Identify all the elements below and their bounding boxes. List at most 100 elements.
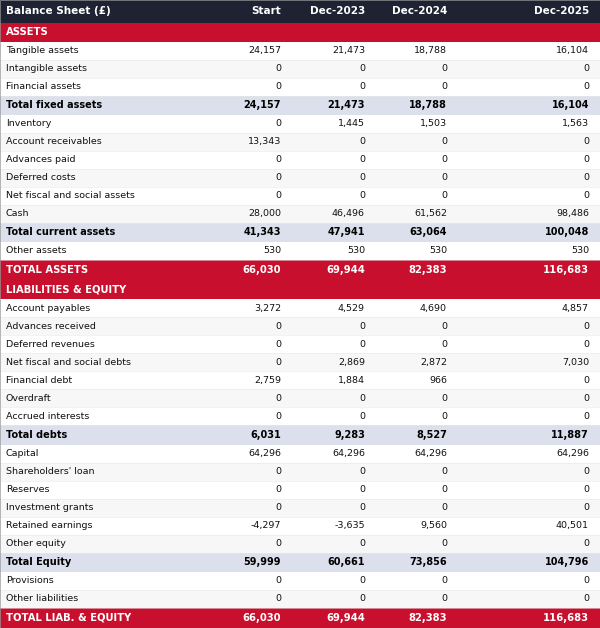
Text: Other assets: Other assets [6, 246, 67, 256]
Text: 100,048: 100,048 [545, 227, 589, 237]
Bar [0, 78, 600, 95]
Text: 0: 0 [583, 539, 589, 548]
Bar [0, 115, 600, 133]
Text: 0: 0 [359, 340, 365, 349]
Text: 3,272: 3,272 [254, 304, 281, 313]
Text: 0: 0 [441, 485, 447, 494]
Text: 0: 0 [275, 322, 281, 331]
Text: 116,683: 116,683 [543, 613, 589, 623]
Text: 0: 0 [583, 82, 589, 91]
Bar [0, 553, 600, 571]
Text: 0: 0 [359, 594, 365, 604]
Text: LIABILITIES & EQUITY: LIABILITIES & EQUITY [6, 285, 126, 295]
Text: 46,496: 46,496 [332, 209, 365, 219]
Text: Investment grants: Investment grants [6, 503, 94, 512]
Text: 69,944: 69,944 [326, 265, 365, 275]
Text: 40,501: 40,501 [556, 521, 589, 530]
Text: 0: 0 [441, 467, 447, 476]
Text: 0: 0 [275, 539, 281, 548]
Text: 2,759: 2,759 [254, 376, 281, 385]
Text: -3,635: -3,635 [334, 521, 365, 530]
Text: Total Equity: Total Equity [6, 557, 71, 567]
Text: 0: 0 [275, 64, 281, 73]
Text: 0: 0 [275, 155, 281, 165]
Text: 0: 0 [583, 412, 589, 421]
Bar [0, 151, 600, 169]
Text: 0: 0 [359, 503, 365, 512]
Text: 0: 0 [275, 173, 281, 182]
Text: Shareholders' loan: Shareholders' loan [6, 467, 95, 476]
Text: 0: 0 [275, 412, 281, 421]
Text: 18,788: 18,788 [409, 100, 447, 111]
Bar [0, 408, 600, 425]
Text: 41,343: 41,343 [244, 227, 281, 237]
Bar [0, 571, 600, 590]
Text: 59,999: 59,999 [244, 557, 281, 567]
Text: Reserves: Reserves [6, 485, 49, 494]
Text: Balance Sheet (£): Balance Sheet (£) [6, 6, 111, 16]
Text: 82,383: 82,383 [409, 265, 447, 275]
Bar [0, 0, 600, 23]
Text: 4,690: 4,690 [420, 304, 447, 313]
Text: 16,104: 16,104 [551, 100, 589, 111]
Text: 0: 0 [359, 412, 365, 421]
Text: Net fiscal and social assets: Net fiscal and social assets [6, 192, 135, 200]
Text: 0: 0 [441, 594, 447, 604]
Text: 0: 0 [359, 577, 365, 585]
Text: Other liabilities: Other liabilities [6, 594, 78, 604]
Bar [0, 260, 600, 280]
Bar [0, 133, 600, 151]
Text: 9,283: 9,283 [334, 430, 365, 440]
Text: 0: 0 [441, 192, 447, 200]
Text: 530: 530 [429, 246, 447, 256]
Text: Total fixed assets: Total fixed assets [6, 100, 102, 111]
Bar [0, 60, 600, 78]
Text: 0: 0 [441, 503, 447, 512]
Bar [0, 317, 600, 335]
Text: Other equity: Other equity [6, 539, 66, 548]
Text: Start: Start [251, 6, 281, 16]
Bar [0, 425, 600, 445]
Text: 16,104: 16,104 [556, 46, 589, 55]
Text: 0: 0 [359, 322, 365, 331]
Text: Retained earnings: Retained earnings [6, 521, 92, 530]
Text: 0: 0 [583, 485, 589, 494]
Text: 1,884: 1,884 [338, 376, 365, 385]
Text: 47,941: 47,941 [328, 227, 365, 237]
Text: TOTAL LIAB. & EQUITY: TOTAL LIAB. & EQUITY [6, 613, 131, 623]
Text: 0: 0 [583, 173, 589, 182]
Bar [0, 223, 600, 242]
Text: 0: 0 [359, 138, 365, 146]
Bar [0, 280, 600, 300]
Text: 0: 0 [359, 539, 365, 548]
Text: 0: 0 [583, 155, 589, 165]
Text: 116,683: 116,683 [543, 265, 589, 275]
Text: 0: 0 [441, 539, 447, 548]
Text: 0: 0 [275, 594, 281, 604]
Bar [0, 445, 600, 463]
Text: 0: 0 [359, 155, 365, 165]
Text: Account receivables: Account receivables [6, 138, 102, 146]
Text: 66,030: 66,030 [242, 265, 281, 275]
Text: 11,887: 11,887 [551, 430, 589, 440]
Text: 64,296: 64,296 [556, 449, 589, 458]
Text: Tangible assets: Tangible assets [6, 46, 79, 55]
Text: Inventory: Inventory [6, 119, 52, 128]
Text: 104,796: 104,796 [545, 557, 589, 567]
Text: 28,000: 28,000 [248, 209, 281, 219]
Text: ASSETS: ASSETS [6, 27, 49, 37]
Text: 0: 0 [583, 376, 589, 385]
Text: Total debts: Total debts [6, 430, 67, 440]
Text: 61,562: 61,562 [414, 209, 447, 219]
Text: 1,563: 1,563 [562, 119, 589, 128]
Bar [0, 300, 600, 317]
Text: 0: 0 [275, 82, 281, 91]
Text: 4,529: 4,529 [338, 304, 365, 313]
Text: 4,857: 4,857 [562, 304, 589, 313]
Text: Financial assets: Financial assets [6, 82, 81, 91]
Text: 0: 0 [359, 173, 365, 182]
Text: 0: 0 [441, 394, 447, 403]
Text: 966: 966 [429, 376, 447, 385]
Text: 7,030: 7,030 [562, 358, 589, 367]
Text: 0: 0 [441, 173, 447, 182]
